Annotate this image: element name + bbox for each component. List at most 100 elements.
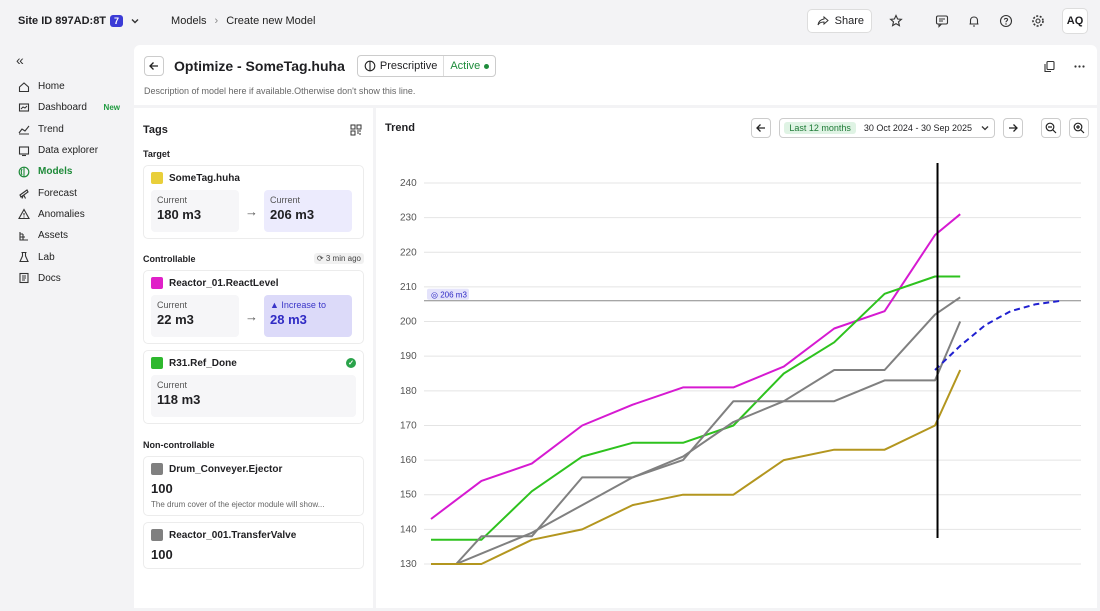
previous-range-button[interactable] — [751, 118, 772, 138]
controllable-section: Controllable ⟳ 3 min ago — [143, 253, 364, 264]
sidebar-item-label: Lab — [38, 251, 55, 263]
status-dot — [484, 63, 490, 69]
current-value-box: Current 180 m3 — [151, 190, 239, 232]
zoom-out-button[interactable] — [1041, 118, 1061, 138]
y-tick-label: 240 — [400, 178, 417, 189]
model-header: Optimize - SomeTag.huha Prescriptive Act… — [134, 45, 1097, 105]
bell-icon[interactable] — [966, 13, 982, 29]
qr-scan-icon[interactable] — [348, 122, 364, 138]
value-number: 22 m3 — [157, 312, 194, 327]
target-value-box: Current 206 m3 — [264, 190, 352, 232]
recommended-value-box: ▲ Increase to 28 m3 — [264, 295, 352, 337]
y-tick-label: 160 — [400, 455, 417, 466]
range-preset: Last 12 months — [784, 122, 856, 134]
y-tick-label: 130 — [400, 559, 417, 570]
forecast-icon — [16, 185, 32, 201]
sidebar-item-trend[interactable]: Trend — [16, 119, 134, 140]
date-range-select[interactable]: Last 12 months 30 Oct 2024 - 30 Sep 2025 — [779, 118, 995, 138]
share-button[interactable]: Share — [806, 9, 872, 33]
copy-icon[interactable] — [1041, 58, 1057, 74]
tag-name: Reactor_01.ReactLevel — [169, 277, 279, 289]
y-tick-label: 150 — [400, 490, 417, 501]
help-icon[interactable] — [998, 13, 1014, 29]
sidebar-item-assets[interactable]: Assets — [16, 225, 134, 246]
y-tick-label: 190 — [400, 351, 417, 362]
sidebar-item-label: Anomalies — [38, 208, 85, 220]
sidebar-item-label: Data explorer — [38, 145, 99, 157]
tags-title: Tags — [143, 124, 168, 136]
page-title: Optimize - SomeTag.huha — [174, 58, 345, 74]
controllable-tag-card[interactable]: R31.Ref_Done ✓ Current 118 m3 — [143, 350, 364, 424]
range-dates: 30 Oct 2024 - 30 Sep 2025 — [863, 123, 972, 133]
more-options-icon[interactable] — [1071, 58, 1087, 74]
model-description: Description of model here if available.O… — [144, 86, 416, 96]
breadcrumb: Models › Create new Model — [171, 15, 315, 27]
star-icon[interactable] — [888, 13, 904, 29]
refresh-status[interactable]: ⟳ 3 min ago — [313, 253, 364, 264]
dashboard-icon — [16, 100, 32, 116]
y-tick-label: 220 — [400, 247, 417, 258]
series-line — [431, 369, 962, 565]
avatar[interactable]: AQ — [1062, 8, 1088, 34]
sidebar-item-home[interactable]: Home — [16, 76, 134, 97]
target-tag-card[interactable]: SomeTag.huha Current 180 m3 → Current 20… — [143, 165, 364, 239]
status-label: Active — [450, 60, 481, 72]
tag-color-swatch — [151, 529, 163, 541]
sidebar-item-label: Dashboard — [38, 102, 87, 114]
controllable-tag-card[interactable]: Reactor_01.ReactLevel Current 22 m3 → ▲ … — [143, 270, 364, 344]
sidebar-item-docs[interactable]: Docs — [16, 268, 134, 289]
assets-icon — [16, 228, 32, 244]
noncontrollable-tag-card[interactable]: Reactor_001.TransferValve 100 — [143, 522, 364, 569]
back-button[interactable] — [144, 56, 164, 76]
site-selector[interactable]: Site ID 897AD:8T 7 — [18, 13, 143, 29]
tag-color-swatch — [151, 172, 163, 184]
sidebar-item-models[interactable]: Models — [16, 161, 134, 182]
arrow-left-icon — [756, 124, 766, 132]
sidebar-item-dashboard[interactable]: Dashboard New — [16, 97, 134, 118]
refresh-time: 3 min ago — [325, 254, 361, 263]
collapse-sidebar-icon[interactable]: « — [16, 52, 24, 68]
anomalies-icon — [16, 206, 32, 222]
status-badge: Active — [443, 56, 495, 76]
value-label: Current — [157, 300, 188, 310]
chevron-down-icon — [127, 13, 143, 29]
tag-color-swatch — [151, 357, 163, 369]
value-label: Current — [157, 380, 188, 390]
model-type: Prescriptive — [358, 56, 443, 76]
value-label: Current — [270, 195, 301, 205]
data-explorer-icon — [16, 143, 32, 159]
value-number: 118 m3 — [157, 392, 201, 407]
model-type-pill: Prescriptive Active — [356, 55, 497, 77]
comment-icon[interactable] — [934, 13, 950, 29]
trend-chart[interactable]: 130 140 150 160 170 180 190 200 210 220 230 240 ◎ 20… — [376, 108, 1097, 608]
arrow-right-icon — [1009, 124, 1018, 132]
zoom-in-button[interactable] — [1069, 118, 1089, 138]
tag-color-swatch — [151, 463, 163, 475]
y-tick-label: 230 — [400, 213, 417, 224]
sidebar-item-data-explorer[interactable]: Data explorer — [16, 140, 134, 161]
y-tick-label: 180 — [400, 386, 417, 397]
sidebar-item-anomalies[interactable]: Anomalies — [16, 204, 134, 225]
sidebar-item-forecast[interactable]: Forecast — [16, 182, 134, 203]
trend-icon — [16, 121, 32, 137]
series-line — [431, 275, 961, 541]
series-line — [431, 296, 961, 565]
breadcrumb-models[interactable]: Models — [171, 15, 207, 27]
noncontrollable-tag-card[interactable]: Drum_Conveyer.Ejector 100 The drum cover… — [143, 456, 364, 516]
model-type-label: Prescriptive — [379, 60, 438, 72]
y-tick-label: 170 — [400, 420, 417, 431]
y-tick-label: 210 — [400, 282, 417, 293]
increase-label: Increase to — [281, 300, 326, 310]
next-range-button[interactable] — [1003, 118, 1023, 138]
noncontrollable-section-label: Non-controllable — [143, 440, 215, 450]
check-icon: ✓ — [346, 358, 356, 368]
tag-description: The drum cover of the ejector module wil… — [151, 500, 325, 509]
sidebar-item-label: Home — [38, 81, 65, 93]
gear-icon[interactable] — [1030, 13, 1046, 29]
reference-label-bg — [427, 288, 469, 300]
sidebar-item-lab[interactable]: Lab — [16, 246, 134, 267]
controllable-label: Controllable — [143, 253, 196, 264]
lab-icon — [16, 249, 32, 265]
y-tick-label: 200 — [400, 317, 417, 328]
new-badge: New — [103, 103, 120, 113]
